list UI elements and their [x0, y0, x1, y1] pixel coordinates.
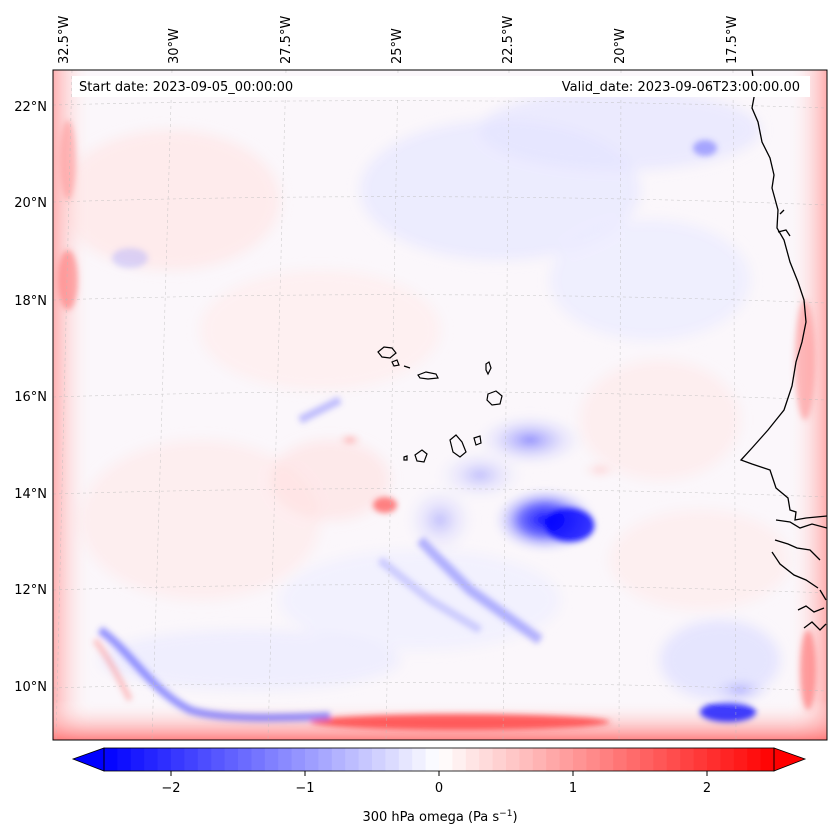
colorbar-cell [626, 748, 641, 771]
colorbar-tick-label: 1 [569, 781, 577, 796]
colorbar-cell [693, 748, 708, 771]
omega-field: Start date: 2023-09-05_00:00:00 Valid_da… [53, 70, 827, 740]
colorbar-cell [412, 748, 427, 771]
graticule [53, 70, 827, 740]
colorbar-cell [171, 748, 185, 771]
colorbar-cell [506, 748, 520, 771]
colorbar-cell [559, 748, 574, 771]
colorbar-cell [465, 748, 480, 771]
colorbar-cell [733, 748, 748, 771]
colorbar-cell [184, 748, 199, 771]
colorbar-cell [425, 748, 440, 771]
colorbar-cell [680, 748, 695, 771]
colorbar-tick-label: 0 [435, 781, 443, 796]
lat-label: 20°N [14, 196, 47, 211]
lat-label: 18°N [14, 294, 47, 309]
colorbar-tick-label: 2 [703, 781, 711, 796]
colorbar-cell [546, 748, 561, 771]
lat-label: 10°N [14, 680, 47, 695]
lon-label: 27.5°W [279, 16, 294, 64]
colorbar-cell [720, 748, 735, 771]
colorbar-cell [666, 748, 681, 771]
lon-label: 32.5°W [57, 16, 72, 64]
convective-feature [112, 140, 775, 722]
start-date-label: Start date: 2023-09-05_00:00:00 [79, 80, 293, 95]
colorbar-tick-label: −1 [295, 781, 314, 796]
colorbar-cell [653, 748, 668, 771]
colorbar-cell [492, 748, 507, 771]
colorbar-cells [104, 748, 775, 771]
colorbar-cell [318, 748, 333, 771]
colorbar-label: 300 hPa omega (Pa s−1) [362, 809, 517, 825]
colorbar-cell [586, 748, 601, 771]
colorbar-cell [599, 748, 614, 771]
latitude-labels: 22°N 20°N 18°N 16°N 14°N 12°N 10°N [14, 100, 47, 695]
colorbar-cell [130, 748, 145, 771]
lon-label: 17.5°W [725, 16, 740, 64]
colorbar-cell [358, 748, 373, 771]
lon-label: 20°W [613, 28, 628, 64]
colorbar-cell [372, 748, 386, 771]
lat-label: 14°N [14, 487, 47, 502]
colorbar-cell [264, 748, 279, 771]
lon-label: 25°W [390, 28, 405, 64]
colorbar-cell [211, 748, 226, 771]
colorbar-cell [760, 748, 775, 771]
colorbar-cell [305, 748, 319, 771]
colorbar-extend-max [773, 747, 807, 772]
colorbar: −2 −1 0 1 2 300 hPa omega (Pa s−1) [71, 747, 807, 825]
colorbar-cell [398, 748, 413, 771]
colorbar-cell [385, 748, 400, 771]
colorbar-cell [479, 748, 494, 771]
colorbar-cell [345, 748, 360, 771]
coastline-africa [739, 70, 827, 631]
colorbar-cell [747, 748, 762, 771]
lat-label: 22°N [14, 100, 47, 115]
colorbar-tick-label: −2 [161, 781, 180, 796]
lon-label: 22.5°W [501, 16, 516, 64]
colorbar-cell [439, 748, 453, 771]
colorbar-cell [157, 748, 172, 771]
colorbar-cell [331, 748, 346, 771]
colorbar-ticks: −2 −1 0 1 2 [161, 771, 711, 796]
longitude-labels: 32.5°W 30°W 27.5°W 25°W 22.5°W 20°W 17.5… [57, 16, 740, 64]
colorbar-cell [144, 748, 159, 771]
colorbar-cell [117, 748, 132, 771]
colorbar-cell [104, 748, 118, 771]
colorbar-cell [251, 748, 266, 771]
colorbar-cell [640, 748, 654, 771]
lon-label: 30°W [167, 28, 182, 64]
colorbar-cell [197, 748, 212, 771]
colorbar-cell [278, 748, 293, 771]
colorbar-cell [291, 748, 306, 771]
lat-label: 16°N [14, 390, 47, 405]
colorbar-cell [238, 748, 252, 771]
colorbar-cell [613, 748, 628, 771]
valid-date-label: Valid_date: 2023-09-06T23:00:00.00 [562, 80, 800, 95]
lat-label: 12°N [14, 583, 47, 598]
colorbar-cell [573, 748, 587, 771]
colorbar-cell [532, 748, 547, 771]
colorbar-extend-min [71, 747, 105, 772]
colorbar-cell [707, 748, 721, 771]
header-band [72, 76, 810, 97]
cape-verde-islands [377, 346, 503, 463]
map-frame [52, 69, 828, 741]
colorbar-cell [224, 748, 239, 771]
colorbar-cell [452, 748, 467, 771]
colorbar-cell [519, 748, 534, 771]
